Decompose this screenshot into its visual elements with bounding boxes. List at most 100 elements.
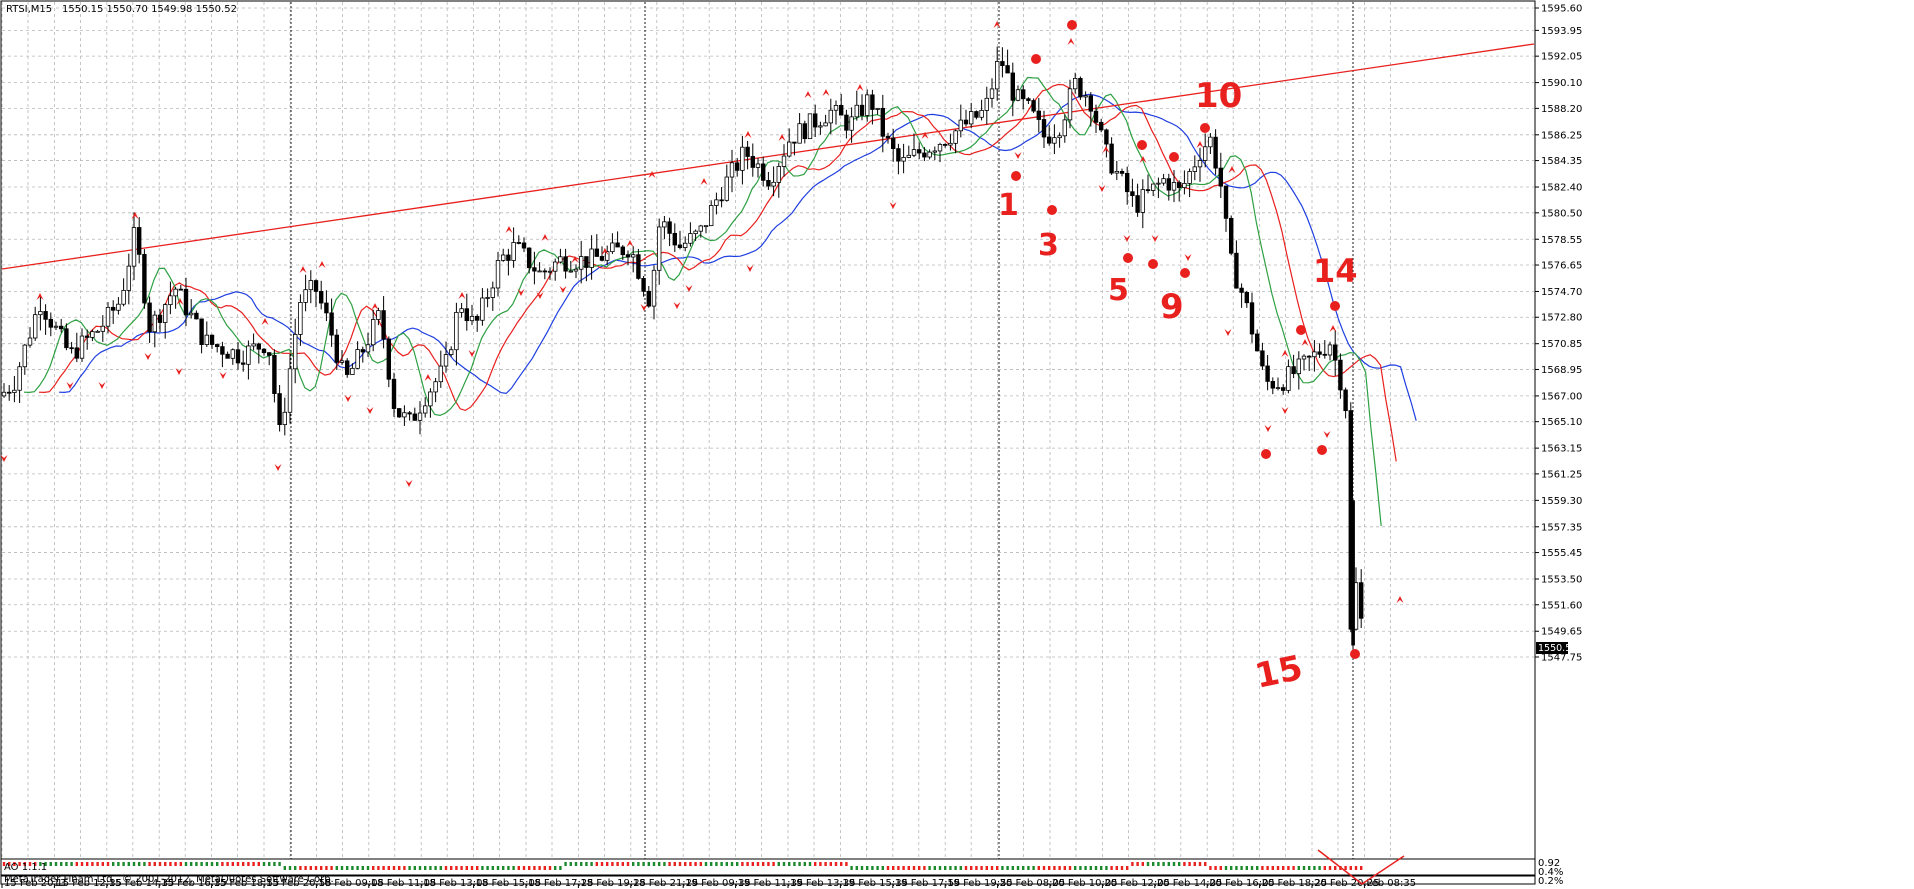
candle-body <box>880 107 885 137</box>
price-label: 1572.80 <box>1541 313 1582 324</box>
fractal-up-marker <box>1329 325 1337 332</box>
candle-body <box>813 113 818 128</box>
candle-body <box>246 345 251 365</box>
ao-bar <box>959 866 962 870</box>
indicator-window[interactable] <box>0 858 1536 876</box>
candle-body <box>1010 72 1015 101</box>
candle-body <box>818 125 823 128</box>
candle-body <box>776 166 781 183</box>
ao-bar <box>975 866 978 870</box>
candle-body <box>854 104 859 118</box>
annotation-14: 14 <box>1313 252 1358 290</box>
fractal-up-marker <box>299 266 307 273</box>
candle-body <box>839 104 844 116</box>
fractal-up-marker <box>458 292 466 299</box>
candle-body <box>589 248 594 268</box>
candle-body <box>1197 160 1203 168</box>
candle-body <box>631 254 636 258</box>
fractal-up-marker <box>36 293 44 300</box>
candle-body <box>443 354 449 367</box>
indicator-scale-top: 0.92 <box>1538 858 1560 869</box>
candle-body <box>121 290 126 305</box>
ao-bar <box>470 866 474 870</box>
fractal-up-marker <box>648 171 656 178</box>
candle-body <box>917 149 922 154</box>
annotation-10: 10 <box>1195 76 1242 116</box>
candle-body <box>1213 136 1218 169</box>
ao-bar <box>320 866 323 870</box>
ao-bar <box>580 862 583 866</box>
fractal-down-marker <box>98 382 106 389</box>
fractal-up-marker <box>1067 38 1075 45</box>
candle-body <box>1119 170 1125 174</box>
ao-bar <box>808 862 812 866</box>
candle-body <box>1203 146 1208 161</box>
ao-bar <box>304 866 307 870</box>
ao-bar <box>980 866 983 870</box>
ao-bar <box>60 862 63 866</box>
candle-body <box>1275 387 1281 390</box>
candle-body <box>287 368 293 413</box>
candle-body <box>1359 582 1364 619</box>
ao-bar <box>569 862 572 866</box>
candle-body <box>111 306 116 311</box>
ao-bar <box>616 862 619 866</box>
candle-body <box>823 122 828 127</box>
ao-bar <box>210 862 214 866</box>
trendline[interactable] <box>1 43 1535 270</box>
ao-bar <box>80 862 84 866</box>
ao-bar <box>273 862 276 866</box>
candle-body <box>485 297 490 299</box>
chart-grid <box>1 2 1534 858</box>
fractal-up-marker <box>541 234 549 241</box>
ao-bar <box>559 866 562 870</box>
fractal-down-marker <box>274 464 282 471</box>
candle-body <box>33 314 38 339</box>
candle-body <box>1218 167 1223 187</box>
candle-body <box>542 270 547 273</box>
ao-bar <box>762 862 765 866</box>
candle-body <box>781 155 787 167</box>
ao-bar <box>1193 862 1196 866</box>
price-label: 1586.25 <box>1541 130 1582 141</box>
time-label: 19 Feb 09:35 <box>685 878 751 889</box>
candle-body <box>480 297 485 321</box>
ao-bar <box>491 866 494 870</box>
ao-bar <box>23 862 26 866</box>
ao-bar <box>829 862 832 866</box>
ao-bar <box>112 862 115 866</box>
annotation-dot <box>1169 152 1179 162</box>
candle-body <box>318 291 324 304</box>
price-label: 1549.65 <box>1541 627 1582 638</box>
ao-bar <box>49 862 52 866</box>
ao-bar <box>179 862 182 866</box>
price-label: 1553.50 <box>1541 575 1582 586</box>
candle-body <box>1021 89 1026 100</box>
candle-body <box>95 330 100 333</box>
ao-bar <box>392 866 396 870</box>
ao-bar <box>767 862 770 866</box>
annotation-dot <box>1123 253 1133 263</box>
candle-body <box>636 254 641 279</box>
ao-bar <box>231 862 234 866</box>
ao-bar <box>1115 866 1118 870</box>
fractal-up-marker <box>1228 166 1236 173</box>
ao-bar <box>689 862 692 866</box>
ao-bar <box>512 866 515 870</box>
ao-bar <box>216 862 219 866</box>
candle-body <box>974 111 979 118</box>
ao-bar <box>101 862 104 866</box>
candle-body <box>1031 100 1036 112</box>
ao-bar <box>642 862 645 866</box>
ao-bar <box>600 862 604 866</box>
candle-body <box>943 143 948 146</box>
candle-body <box>308 280 313 291</box>
candle-body <box>761 163 766 181</box>
candle-body <box>1208 136 1213 148</box>
annotation-dots <box>1011 20 1360 659</box>
time-label: 18 Feb 13:05 <box>423 878 489 889</box>
ao-bar <box>242 862 245 866</box>
ao-bar <box>460 866 463 870</box>
candle-body <box>963 119 969 125</box>
